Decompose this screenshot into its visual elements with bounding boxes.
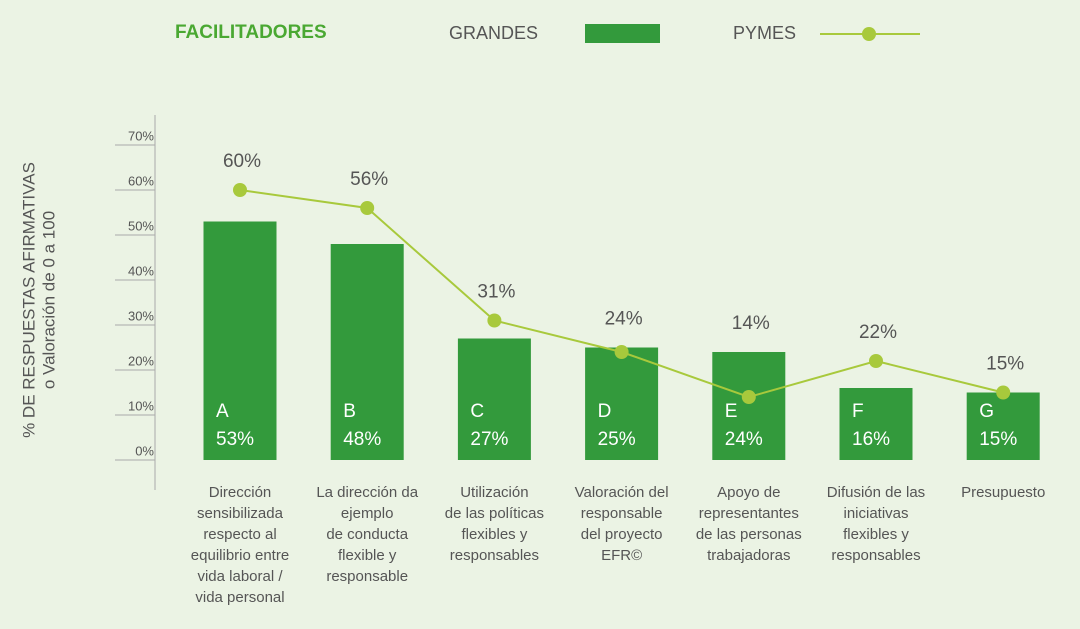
bar-letter: A bbox=[216, 401, 229, 422]
x-tick-label: representantes bbox=[699, 505, 799, 522]
x-tick-label: La dirección da bbox=[316, 484, 418, 501]
x-tick-label: de las políticas bbox=[445, 505, 544, 522]
line-dot bbox=[614, 345, 629, 359]
line-value-label: 14% bbox=[732, 313, 770, 334]
bar-letter: G bbox=[979, 401, 994, 422]
bar-value-label: 53% bbox=[216, 429, 254, 450]
bar bbox=[330, 244, 404, 460]
bar bbox=[457, 338, 531, 460]
y-tick-label: 60% bbox=[128, 173, 154, 188]
y-tick-label: 30% bbox=[128, 308, 154, 323]
line-dot bbox=[741, 390, 756, 404]
x-tick-label: trabajadoras bbox=[707, 547, 790, 564]
x-tick-label: Valoración del bbox=[575, 484, 669, 501]
y-axis-title: o Valoración de 0 a 100 bbox=[39, 211, 58, 389]
line-value-label: 60% bbox=[223, 151, 261, 172]
bar-letter: D bbox=[598, 401, 612, 422]
x-tick-label: respecto al bbox=[203, 526, 276, 543]
line-dot bbox=[487, 313, 502, 328]
bar-value-label: 48% bbox=[343, 429, 381, 450]
x-tick-label: de las personas bbox=[696, 526, 802, 543]
x-tick-label: iniciativas bbox=[843, 505, 908, 522]
x-tick-label: Apoyo de bbox=[717, 484, 780, 501]
x-tick-label: Dirección bbox=[209, 484, 272, 501]
line-dot bbox=[233, 183, 247, 197]
y-tick-label: 40% bbox=[128, 263, 154, 278]
legend-label: PYMES bbox=[733, 23, 796, 43]
y-tick-label: 70% bbox=[128, 128, 154, 143]
x-tick-label: Presupuesto bbox=[961, 484, 1045, 501]
bar-value-label: 15% bbox=[979, 429, 1017, 450]
bar bbox=[839, 388, 913, 460]
line-value-label: 22% bbox=[859, 322, 897, 343]
y-tick-label: 50% bbox=[128, 218, 154, 233]
bar-letter: F bbox=[852, 401, 864, 422]
x-tick-label: equilibrio entre bbox=[191, 547, 289, 564]
y-tick-label: 0% bbox=[135, 443, 154, 458]
line-dot bbox=[869, 354, 883, 368]
y-tick-label: 10% bbox=[128, 398, 154, 413]
line-value-label: 56% bbox=[350, 169, 388, 190]
x-tick-label: flexible y bbox=[338, 547, 397, 564]
x-tick-label: vida personal bbox=[195, 589, 284, 606]
x-tick-label: de conducta bbox=[326, 526, 408, 543]
bar-value-label: 24% bbox=[725, 429, 763, 450]
x-tick-label: EFR© bbox=[601, 547, 642, 564]
bar bbox=[203, 221, 277, 460]
line-value-label: 31% bbox=[477, 282, 515, 303]
bar-letter: E bbox=[725, 401, 738, 422]
bar bbox=[585, 347, 659, 460]
x-tick-label: flexibles y bbox=[843, 526, 909, 543]
legend-dot bbox=[862, 27, 876, 41]
bar bbox=[712, 352, 786, 460]
bar-value-label: 25% bbox=[598, 429, 636, 450]
line-dot bbox=[996, 385, 1011, 400]
x-tick-label: ejemplo bbox=[341, 505, 394, 522]
line-dot bbox=[360, 201, 375, 215]
bar-value-label: 27% bbox=[470, 429, 508, 450]
x-tick-label: Difusión de las bbox=[827, 484, 925, 501]
x-tick-label: vida laboral / bbox=[197, 568, 283, 585]
x-tick-label: flexibles y bbox=[461, 526, 527, 543]
x-tick-label: responsables bbox=[450, 547, 539, 564]
y-tick-label: 20% bbox=[128, 353, 154, 368]
y-axis-title: % DE RESPUESTAS AFIRMATIVAS bbox=[19, 162, 38, 438]
bar bbox=[966, 392, 1040, 460]
legend-label: GRANDES bbox=[449, 23, 538, 43]
x-tick-label: del proyecto bbox=[581, 526, 663, 543]
bar-letter: C bbox=[470, 401, 484, 422]
x-tick-label: Utilización bbox=[460, 484, 528, 501]
line-value-label: 15% bbox=[986, 354, 1024, 375]
x-tick-label: responsables bbox=[831, 547, 920, 564]
legend-swatch bbox=[585, 24, 660, 43]
chart-title: FACILITADORES bbox=[175, 22, 327, 43]
x-tick-label: responsable bbox=[581, 505, 663, 522]
x-tick-label: responsable bbox=[326, 568, 408, 585]
x-tick-label: sensibilizada bbox=[197, 505, 284, 522]
bar-letter: B bbox=[343, 401, 356, 422]
bar-value-label: 16% bbox=[852, 429, 890, 450]
line-value-label: 24% bbox=[605, 309, 643, 330]
